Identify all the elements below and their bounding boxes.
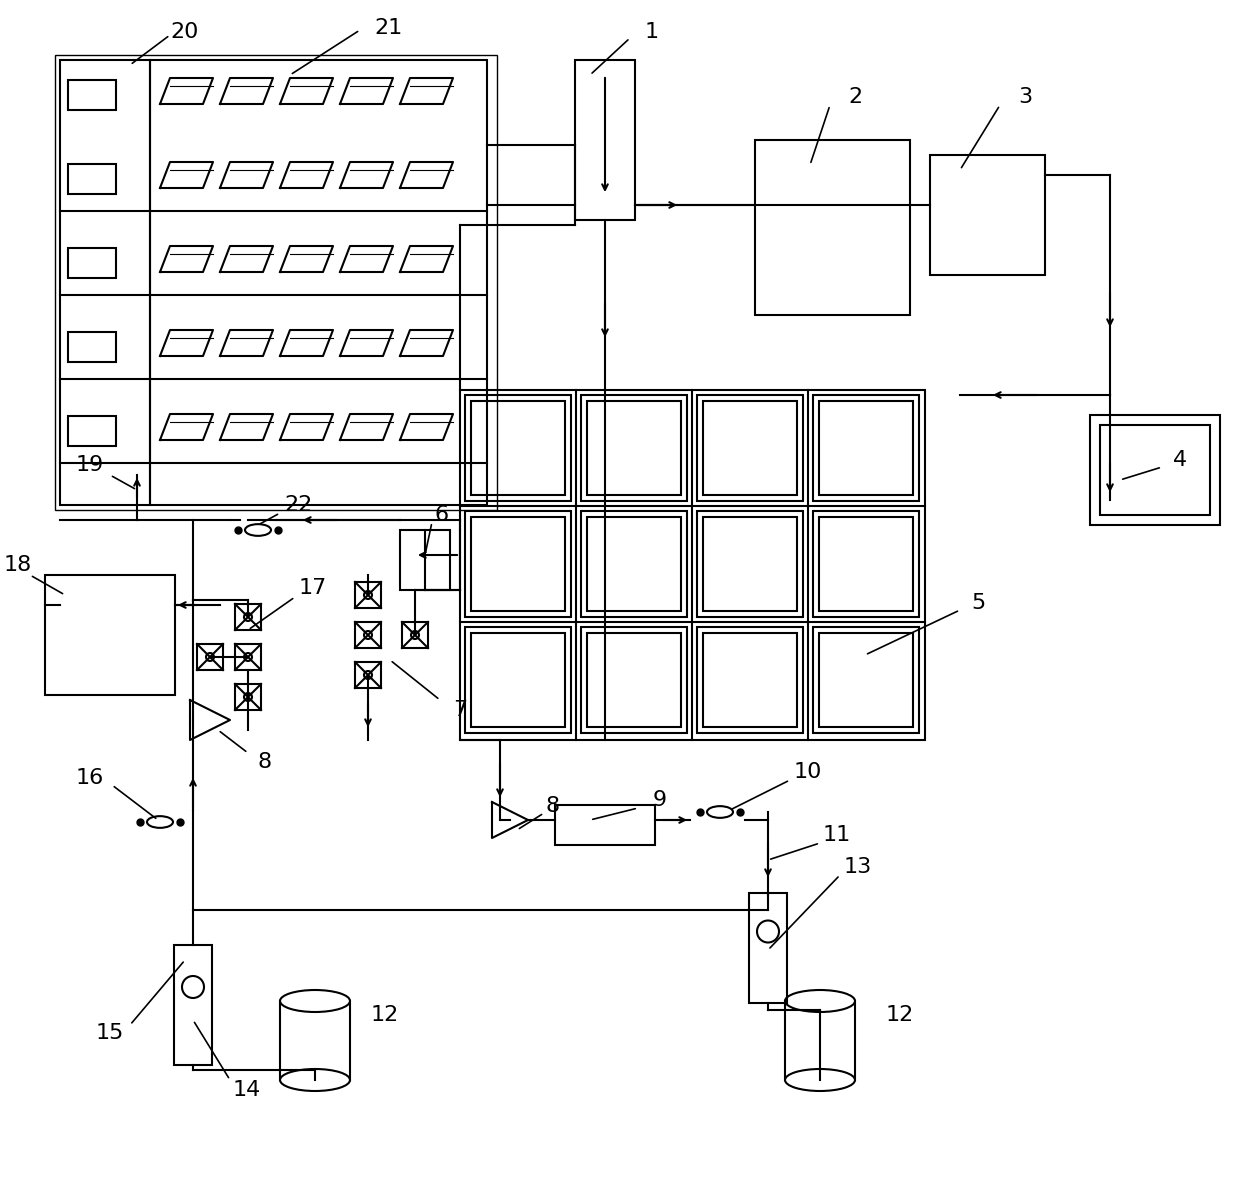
Text: 14: 14 [233,1080,262,1100]
Bar [355,581,381,608]
Bar [68,164,117,194]
Bar [460,390,925,740]
Text: 16: 16 [76,768,104,788]
Text: 7: 7 [453,700,467,721]
Bar [68,249,117,278]
Text: 22: 22 [284,495,312,515]
Bar [465,395,570,501]
Bar [236,684,260,710]
Bar [587,517,681,611]
Text: 12: 12 [371,1005,399,1025]
Bar [68,332,117,361]
Text: 8: 8 [258,751,272,772]
Text: 3: 3 [1018,87,1032,107]
Bar [582,627,687,732]
Text: 10: 10 [794,762,822,782]
Bar [703,633,797,726]
Bar [197,644,223,669]
Bar [471,633,565,726]
Bar [1100,424,1210,515]
Text: 21: 21 [374,18,402,38]
Bar [465,627,570,732]
Bar [703,517,797,611]
Bar [68,416,117,446]
Text: 20: 20 [171,23,200,42]
Bar [813,395,919,501]
Bar [236,604,260,630]
Bar [471,517,565,611]
Bar [703,401,797,495]
Bar [556,805,655,845]
Text: 9: 9 [653,789,667,810]
Bar [813,511,919,617]
Text: 2: 2 [848,87,862,107]
Text: 19: 19 [76,455,104,474]
Text: 15: 15 [95,1023,124,1043]
Bar [749,893,787,1004]
Bar [818,633,913,726]
Bar [930,155,1045,275]
Text: 13: 13 [844,857,872,877]
Bar [818,401,913,495]
Bar [582,395,687,501]
Bar [45,575,175,696]
Bar [587,401,681,495]
Bar [355,662,381,688]
Bar [402,622,428,648]
Bar [587,633,681,726]
Bar [1090,415,1220,526]
Bar [174,945,212,1065]
Text: 11: 11 [823,825,851,845]
Text: 6: 6 [435,505,449,526]
Bar [697,627,804,732]
Text: 17: 17 [299,578,327,598]
Text: 12: 12 [885,1005,914,1025]
Bar [755,140,910,315]
Bar [818,517,913,611]
Bar [150,59,487,505]
Bar [60,59,150,505]
Bar [236,644,260,669]
Text: 4: 4 [1173,449,1187,470]
Bar [582,511,687,617]
Bar [813,627,919,732]
Text: 18: 18 [4,555,32,575]
Bar [697,395,804,501]
Bar [401,530,450,590]
Bar [355,622,381,648]
Bar [471,401,565,495]
Text: 1: 1 [645,23,660,42]
Text: 8: 8 [546,795,560,816]
Bar [55,55,497,510]
Text: 5: 5 [971,593,985,614]
Bar [697,511,804,617]
Bar [465,511,570,617]
Bar [68,80,117,111]
Bar [575,59,635,220]
